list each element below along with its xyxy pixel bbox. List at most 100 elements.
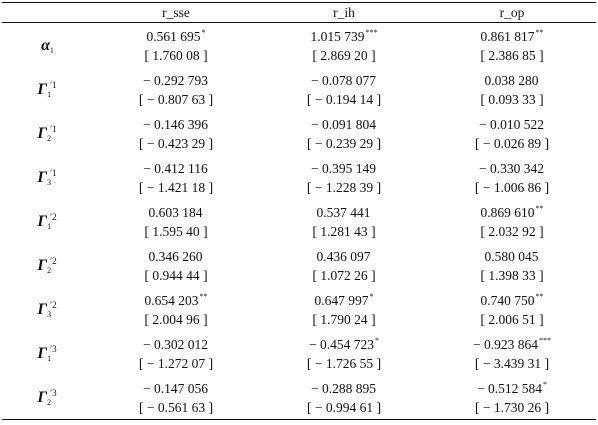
coefficient-value: − 0.330 342: [428, 155, 596, 178]
row-label-subscript: 2: [47, 265, 52, 275]
t-statistic: [ − 0.423 29 ]: [92, 134, 260, 155]
t-statistic-value: − 0.239 29: [314, 136, 374, 151]
table-cell: 0.561 695*[ 1.760 08 ]: [92, 23, 260, 68]
t-statistic: [ 2.032 92 ]: [428, 222, 596, 243]
open-bracket: [: [474, 357, 480, 372]
coefficient-value: − 0.010 522: [428, 111, 596, 134]
open-bracket: [: [480, 49, 485, 64]
column-header-r-sse: r_sse: [162, 4, 190, 20]
t-statistic: [ 1.072 26 ]: [260, 266, 428, 287]
table-cell: 0.436 097 [ 1.072 26 ]: [260, 243, 428, 287]
significance-stars: *: [201, 28, 206, 37]
open-bracket: [: [312, 49, 317, 64]
t-statistic: [ 2.004 96 ]: [92, 310, 260, 331]
table-row: Γ1′1− 0.292 793[ − 0.807 63 ] − 0.078 077…: [2, 67, 596, 111]
row-label-symbol: Γ: [37, 168, 48, 186]
row-label-symbol: Γ: [37, 80, 48, 98]
open-bracket: [: [306, 401, 312, 416]
regression-results-table: r_sse r_ih r_op α1 0.561 695*[ 1.760 08 ]…: [2, 2, 596, 420]
t-statistic: [ − 1.006 86 ]: [428, 178, 596, 199]
t-statistic-value: 2.006 51: [488, 312, 536, 327]
t-statistic: [ − 1.726 55 ]: [260, 354, 428, 375]
row-label: Γ1′2: [2, 199, 92, 243]
table-cell: − 0.146 396 [ − 0.423 29 ]: [92, 111, 260, 155]
table-cell: − 0.288 895 [ − 0.994 61 ]: [260, 375, 428, 420]
close-bracket: ]: [376, 401, 382, 416]
t-statistic-value: − 0.994 61: [314, 400, 374, 415]
coefficient-number: − 0.078 077: [311, 73, 376, 88]
open-bracket: [: [312, 313, 317, 328]
coefficient-number: − 0.512 584: [477, 381, 542, 396]
t-statistic-value: − 1.228 39: [314, 180, 374, 195]
coefficient-number: 0.436 097: [316, 249, 371, 264]
close-bracket: ]: [203, 313, 208, 328]
table-cell: 0.537 441 [ 1.281 43 ]: [260, 199, 428, 243]
table-cell: 0.647 997*[ 1.790 24 ]: [260, 287, 428, 331]
row-label-symbol: Γ: [37, 124, 48, 142]
open-bracket: [: [312, 269, 317, 284]
t-statistic-value: 1.595 40: [152, 224, 200, 239]
row-label-symbol: Γ: [37, 256, 48, 274]
table-cell: 0.654 203**[ 2.004 96 ]: [92, 287, 260, 331]
table-cell: 0.740 750**[ 2.006 51 ]: [428, 287, 596, 331]
close-bracket: ]: [371, 49, 376, 64]
t-statistic-value: − 1.272 07: [146, 356, 206, 371]
close-bracket: ]: [544, 357, 550, 372]
coefficient-value: − 0.078 077: [260, 67, 428, 90]
row-label-subscript: 1: [47, 353, 52, 363]
close-bracket: ]: [544, 181, 550, 196]
coefficient-number: − 0.147 056: [143, 381, 208, 396]
coefficient-value: 0.537 441: [260, 199, 428, 222]
open-bracket: [: [144, 313, 149, 328]
close-bracket: ]: [539, 49, 544, 64]
t-statistic: [ − 1.730 26 ]: [428, 398, 596, 419]
coefficient-number: 0.861 817: [480, 29, 535, 44]
table-row: Γ3′2 0.654 203**[ 2.004 96 ] 0.647 997*[ 1…: [2, 287, 596, 331]
t-statistic-value: 2.004 96: [152, 312, 200, 327]
open-bracket: [: [306, 357, 312, 372]
open-bracket: [: [480, 313, 485, 328]
t-statistic: [ − 1.272 07 ]: [92, 354, 260, 375]
coefficient-number: 0.603 184: [148, 205, 203, 220]
table-cell: − 0.923 864***[ − 3.439 31 ]: [428, 331, 596, 375]
row-label-subscript: 3: [47, 309, 52, 319]
open-bracket: [: [474, 181, 480, 196]
coefficient-number: − 0.010 522: [479, 117, 544, 132]
close-bracket: ]: [376, 357, 382, 372]
row-label-subscript: 1: [47, 89, 52, 99]
table-row: Γ2′3− 0.147 056[ − 0.561 63 ] − 0.288 895…: [2, 375, 596, 420]
t-statistic-value: − 0.194 14: [314, 92, 374, 107]
t-statistic: [ 2.869 20 ]: [260, 46, 428, 67]
row-label-subscript: 1: [47, 221, 52, 231]
t-statistic: [ 0.093 33 ]: [428, 90, 596, 111]
row-label-superscript: ′2: [50, 299, 57, 310]
coefficient-number: 0.537 441: [316, 205, 371, 220]
coefficient-value: 0.740 750**: [428, 287, 596, 310]
open-bracket: [: [138, 137, 144, 152]
t-statistic-value: 2.386 85: [488, 48, 536, 63]
table-cell: − 0.078 077 [ − 0.194 14 ]: [260, 67, 428, 111]
coefficient-number: 0.561 695: [146, 29, 201, 44]
t-statistic-value: 1.281 43: [320, 224, 368, 239]
row-label-symbol: Γ: [37, 212, 48, 230]
close-bracket: ]: [208, 137, 214, 152]
t-statistic: [ − 0.807 63 ]: [92, 90, 260, 111]
row-label-superscript: ′3: [50, 343, 57, 354]
table-cell: 0.869 610**[ 2.032 92 ]: [428, 199, 596, 243]
significance-stars: **: [535, 204, 544, 213]
row-label-symbol: Γ: [37, 344, 48, 362]
table-cell: − 0.395 149 [ − 1.228 39 ]: [260, 155, 428, 199]
close-bracket: ]: [371, 225, 376, 240]
open-bracket: [: [138, 401, 144, 416]
table-cell: − 0.302 012 [ − 1.272 07 ]: [92, 331, 260, 375]
t-statistic-value: − 0.561 63: [146, 400, 206, 415]
coefficient-value: 0.436 097: [260, 243, 428, 266]
row-label-superscript: ′1: [50, 167, 57, 178]
close-bracket: ]: [203, 225, 208, 240]
open-bracket: [: [480, 269, 485, 284]
table-row: Γ3′1− 0.412 116[ − 1.421 18 ] − 0.395 149…: [2, 155, 596, 199]
close-bracket: ]: [203, 49, 208, 64]
row-label: Γ2′2: [2, 243, 92, 287]
coefficient-number: − 0.091 804: [311, 117, 376, 132]
coefficient-value: − 0.512 584*: [428, 375, 596, 398]
